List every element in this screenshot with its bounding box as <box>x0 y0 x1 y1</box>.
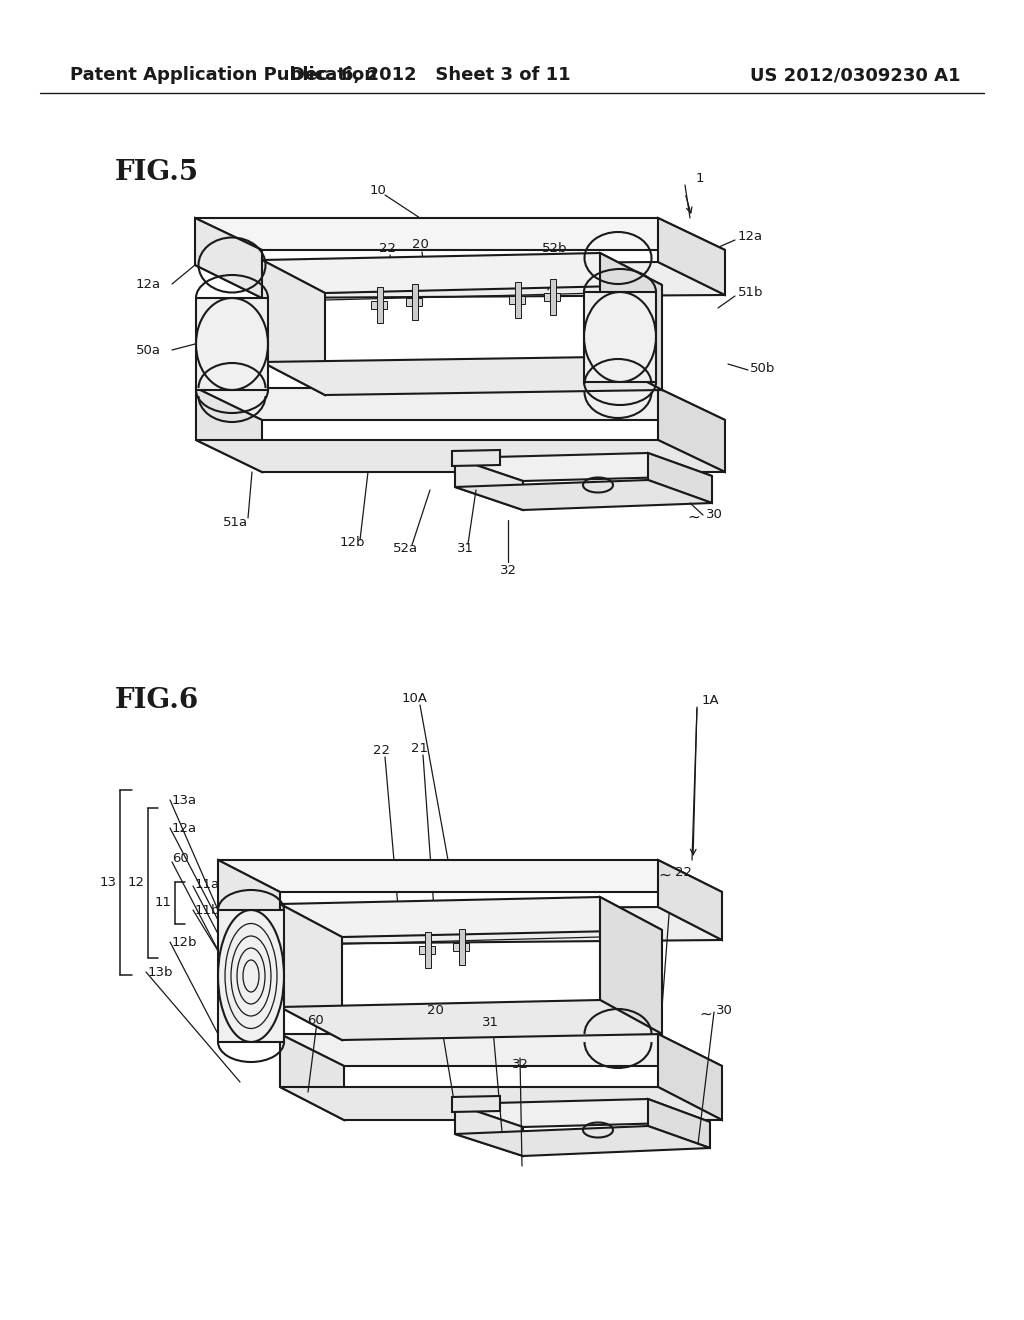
Text: 50b: 50b <box>750 362 775 375</box>
Polygon shape <box>262 253 662 293</box>
Text: 22: 22 <box>675 866 692 879</box>
Polygon shape <box>371 301 387 309</box>
Text: 22: 22 <box>380 242 396 255</box>
Polygon shape <box>218 861 280 944</box>
Text: 60: 60 <box>306 1014 324 1027</box>
Polygon shape <box>218 909 284 1041</box>
Text: 51a: 51a <box>222 516 248 528</box>
Polygon shape <box>195 218 725 249</box>
Text: 11b: 11b <box>195 903 220 916</box>
Polygon shape <box>459 929 465 965</box>
Polygon shape <box>377 286 383 323</box>
Text: 32: 32 <box>512 1059 528 1072</box>
Text: 20: 20 <box>412 239 428 252</box>
Polygon shape <box>509 296 525 304</box>
Polygon shape <box>658 388 725 473</box>
Polygon shape <box>584 292 656 381</box>
Text: 13: 13 <box>99 875 117 888</box>
Polygon shape <box>280 1034 722 1067</box>
Polygon shape <box>658 1034 722 1119</box>
Text: ~: ~ <box>688 510 700 524</box>
Polygon shape <box>658 218 725 294</box>
Polygon shape <box>600 898 662 1034</box>
Polygon shape <box>455 1100 710 1127</box>
Polygon shape <box>455 1126 710 1156</box>
Text: 52b: 52b <box>543 242 567 255</box>
Text: 50a: 50a <box>135 343 161 356</box>
Polygon shape <box>455 480 712 510</box>
Text: 12a: 12a <box>172 821 198 834</box>
Polygon shape <box>280 904 342 1040</box>
Text: 13a: 13a <box>172 793 198 807</box>
Polygon shape <box>658 861 722 940</box>
Text: ~: ~ <box>658 867 672 883</box>
Polygon shape <box>515 282 521 318</box>
Polygon shape <box>648 453 712 503</box>
Text: 60: 60 <box>172 851 188 865</box>
Polygon shape <box>280 1086 722 1119</box>
Polygon shape <box>452 1096 500 1111</box>
Polygon shape <box>648 1100 710 1148</box>
Polygon shape <box>425 932 431 968</box>
Text: 30: 30 <box>716 1005 733 1018</box>
Text: 12b: 12b <box>172 936 198 949</box>
Polygon shape <box>406 298 422 306</box>
Text: 10A: 10A <box>402 692 428 705</box>
Polygon shape <box>196 440 725 473</box>
Text: 22: 22 <box>374 743 390 756</box>
Text: 21: 21 <box>412 742 428 755</box>
Text: 52a: 52a <box>392 541 418 554</box>
Text: 1: 1 <box>695 172 705 185</box>
Polygon shape <box>280 898 662 937</box>
Text: 12b: 12b <box>339 536 365 549</box>
Polygon shape <box>218 861 722 892</box>
Text: 1A: 1A <box>701 693 719 706</box>
Polygon shape <box>196 298 268 389</box>
Text: 30: 30 <box>706 507 723 520</box>
Polygon shape <box>455 1104 523 1156</box>
Text: 31: 31 <box>481 1015 499 1028</box>
Polygon shape <box>280 1001 662 1040</box>
Polygon shape <box>455 453 712 480</box>
Polygon shape <box>262 356 662 395</box>
Polygon shape <box>412 284 418 319</box>
Polygon shape <box>195 261 725 298</box>
Text: Dec. 6, 2012   Sheet 3 of 11: Dec. 6, 2012 Sheet 3 of 11 <box>290 66 570 84</box>
Text: US 2012/0309230 A1: US 2012/0309230 A1 <box>750 66 961 84</box>
Text: 13b: 13b <box>148 965 173 978</box>
Polygon shape <box>600 253 662 389</box>
Polygon shape <box>452 450 500 466</box>
Text: 12: 12 <box>128 876 144 890</box>
Text: 31: 31 <box>457 541 473 554</box>
Text: 32: 32 <box>500 564 516 577</box>
Text: 12a: 12a <box>135 277 161 290</box>
Polygon shape <box>262 260 325 395</box>
Polygon shape <box>218 907 722 944</box>
Polygon shape <box>455 458 523 510</box>
Polygon shape <box>453 942 469 950</box>
Polygon shape <box>544 293 560 301</box>
Text: ~: ~ <box>699 1006 713 1022</box>
Polygon shape <box>195 218 262 298</box>
Polygon shape <box>196 388 725 420</box>
Text: FIG.6: FIG.6 <box>115 686 200 714</box>
Text: 12a: 12a <box>738 231 763 243</box>
Polygon shape <box>550 279 556 315</box>
Polygon shape <box>196 388 262 473</box>
Text: FIG.5: FIG.5 <box>115 158 199 186</box>
Text: 10: 10 <box>370 183 386 197</box>
Polygon shape <box>280 1034 344 1119</box>
Text: 51b: 51b <box>738 286 764 300</box>
Text: 11a: 11a <box>195 879 220 891</box>
Text: Patent Application Publication: Patent Application Publication <box>70 66 377 84</box>
Polygon shape <box>419 946 435 954</box>
Text: 20: 20 <box>427 1003 443 1016</box>
Text: 11: 11 <box>155 896 171 909</box>
